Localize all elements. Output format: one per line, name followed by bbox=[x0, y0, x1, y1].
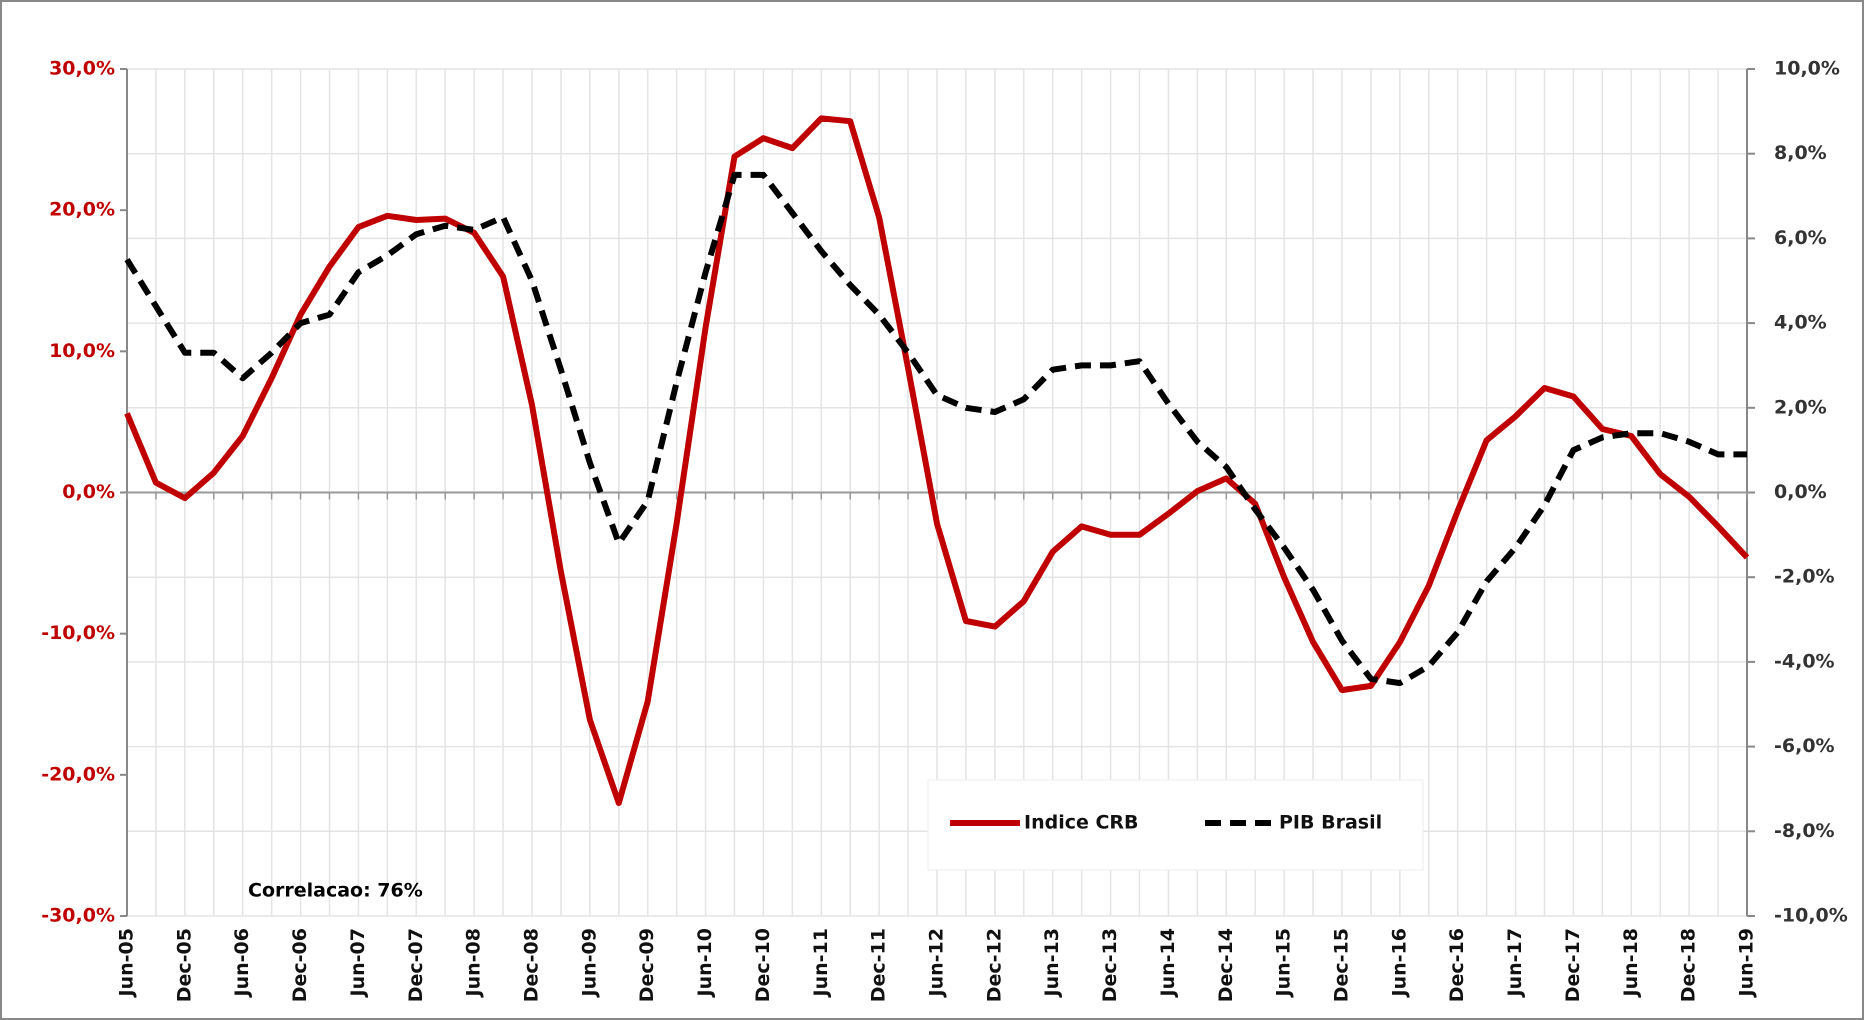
x-tick-label: Dec-12 bbox=[983, 928, 1005, 1002]
x-tick-label: Jun-19 bbox=[1736, 928, 1758, 998]
x-tick-label: Jun-12 bbox=[926, 928, 948, 998]
y2-tick-label: 6,0% bbox=[1774, 227, 1827, 249]
y-tick-label: -20,0% bbox=[41, 763, 115, 785]
y2-tick-label: -10,0% bbox=[1774, 905, 1848, 927]
x-tick-label: Jun-11 bbox=[810, 928, 832, 998]
y-tick-label: 30,0% bbox=[49, 58, 115, 80]
x-tick-label: Dec-15 bbox=[1331, 928, 1353, 1002]
y-tick-label: -10,0% bbox=[41, 622, 115, 644]
x-tick-label: Dec-14 bbox=[1215, 928, 1237, 1002]
x-tick-label: Jun-13 bbox=[1041, 928, 1063, 998]
x-tick-label: Dec-09 bbox=[636, 928, 658, 1002]
x-tick-label: Dec-10 bbox=[752, 928, 774, 1002]
x-tick-label: Dec-05 bbox=[173, 928, 195, 1002]
x-tick-label: Dec-13 bbox=[1099, 928, 1121, 1002]
legend-label: Indice CRB bbox=[1024, 812, 1139, 834]
x-tick-label: Dec-11 bbox=[868, 928, 890, 1002]
y2-tick-label: -8,0% bbox=[1774, 820, 1835, 842]
x-tick-label: Jun-05 bbox=[116, 928, 138, 998]
y2-tick-label: -2,0% bbox=[1774, 566, 1835, 588]
y2-tick-label: 8,0% bbox=[1774, 142, 1827, 164]
y-tick-label: 0,0% bbox=[62, 481, 115, 503]
y2-tick-label: 2,0% bbox=[1774, 396, 1827, 418]
y-tick-label: 10,0% bbox=[49, 340, 115, 362]
x-tick-label: Dec-16 bbox=[1446, 928, 1468, 1002]
series-line bbox=[124, 171, 1747, 687]
y2-tick-label: 0,0% bbox=[1774, 481, 1827, 503]
x-tick-label: Jun-08 bbox=[463, 928, 485, 998]
legend: Indice CRB PIB Brasil bbox=[927, 779, 1424, 871]
x-tick-label: Dec-07 bbox=[405, 928, 427, 1002]
y2-tick-label: -6,0% bbox=[1774, 735, 1835, 757]
x-tick-label: Jun-10 bbox=[694, 928, 716, 998]
series-line bbox=[124, 115, 1750, 807]
y2-tick-label: 4,0% bbox=[1774, 312, 1827, 334]
x-tick-label: Jun-15 bbox=[1273, 928, 1295, 998]
x-tick-label: Dec-08 bbox=[521, 928, 543, 1002]
x-tick-label: Dec-17 bbox=[1562, 928, 1584, 1002]
x-tick-label: Jun-17 bbox=[1504, 928, 1526, 998]
x-tick-label: Jun-09 bbox=[578, 928, 600, 998]
x-tick-label: Jun-06 bbox=[231, 928, 253, 998]
x-tick-label: Jun-07 bbox=[347, 928, 369, 998]
annotation: Correlacao: 76% bbox=[248, 880, 423, 902]
x-tick-label: Jun-16 bbox=[1388, 928, 1410, 998]
x-tick-label: Jun-18 bbox=[1620, 928, 1642, 998]
x-tick-label: Dec-18 bbox=[1678, 928, 1700, 1002]
legend-label: PIB Brasil bbox=[1279, 812, 1382, 834]
x-tick-label: Dec-06 bbox=[289, 928, 311, 1002]
y2-tick-label: -4,0% bbox=[1774, 650, 1835, 672]
y2-tick-label: 10,0% bbox=[1774, 58, 1840, 80]
x-tick-label: Jun-14 bbox=[1157, 928, 1179, 998]
y-tick-label: 20,0% bbox=[49, 199, 115, 221]
y-tick-label: -30,0% bbox=[41, 905, 115, 927]
